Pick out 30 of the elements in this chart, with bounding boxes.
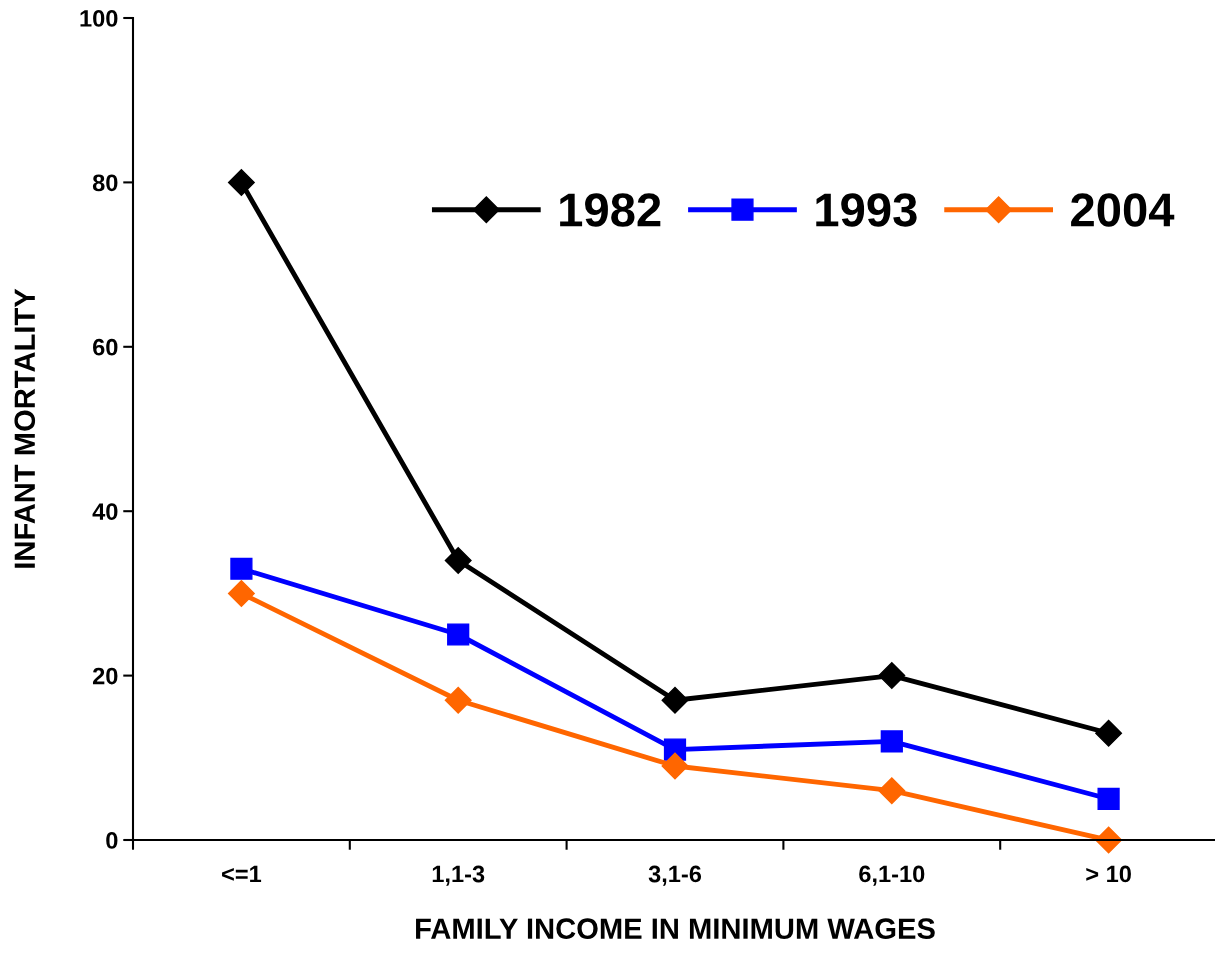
point bbox=[230, 557, 253, 580]
x-tick-label: > 10 bbox=[1086, 865, 1131, 883]
legend-label: 1993 bbox=[816, 193, 917, 227]
x-tick-label: 3,1-6 bbox=[648, 865, 702, 886]
point bbox=[1095, 719, 1123, 747]
x-tick-label: <=1 bbox=[222, 865, 262, 883]
legend-label: 2004 bbox=[1071, 193, 1175, 227]
y-tick-label: 20 bbox=[92, 667, 118, 685]
y-tick-label: 40 bbox=[92, 503, 118, 520]
point bbox=[444, 547, 472, 574]
x-tick-label: 1,1-3 bbox=[432, 865, 485, 886]
x-tick-label: 6,1-10 bbox=[859, 865, 925, 886]
y-tick-label: 80 bbox=[92, 174, 118, 192]
point bbox=[878, 662, 906, 690]
point bbox=[1095, 826, 1123, 854]
point bbox=[447, 623, 470, 646]
point bbox=[661, 752, 689, 780]
point bbox=[227, 168, 255, 196]
y-tick-label: 0 bbox=[106, 832, 118, 849]
y-tick-label: 100 bbox=[80, 10, 118, 27]
legend-label: 1982 bbox=[560, 193, 661, 227]
point bbox=[878, 777, 906, 805]
point bbox=[444, 686, 472, 714]
point bbox=[1097, 787, 1120, 811]
y-tick-label: 60 bbox=[93, 338, 118, 356]
point bbox=[661, 686, 689, 714]
x-axis-title: FAMILY INCOME IN MINIMUM WAGES bbox=[416, 918, 935, 939]
point bbox=[880, 730, 903, 753]
y-axis-title: INFANT MORTALITY bbox=[14, 288, 36, 568]
point bbox=[227, 579, 255, 607]
